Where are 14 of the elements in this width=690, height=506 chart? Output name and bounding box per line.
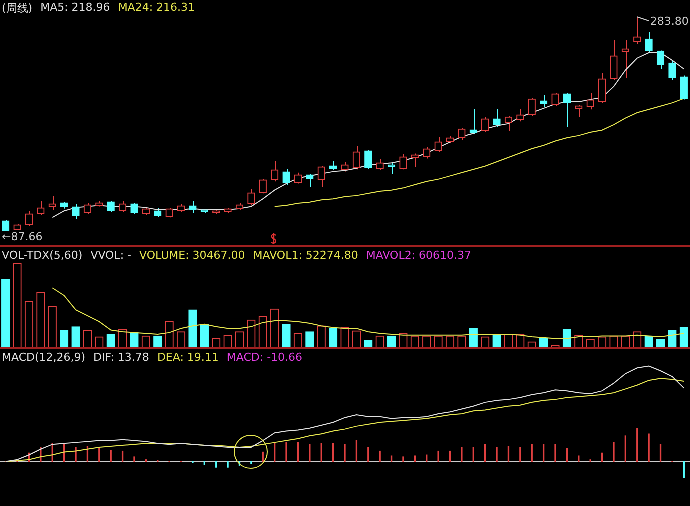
chart-title: MACD(12,26,9) xyxy=(2,351,86,364)
text: MA24: 216.31 xyxy=(118,1,196,16)
text: VVOL: - xyxy=(90,249,132,262)
text: MA5: 218.96 xyxy=(40,1,110,16)
text: MACD: -10.66 xyxy=(226,351,303,364)
annotation: 283.80 xyxy=(650,14,689,28)
chart-title: VOL-TDX(5,60) xyxy=(2,249,83,262)
text: MAVOL1: 52274.80 xyxy=(253,249,358,262)
text: MAVOL2: 60610.37 xyxy=(366,249,472,262)
text: DIF: 13.78 xyxy=(94,351,150,364)
text: DEA: 19.11 xyxy=(157,351,219,364)
annotation: ←87.66 xyxy=(2,230,43,244)
text: VOLUME: 30467.00 xyxy=(140,249,246,262)
chart-title: (周线) xyxy=(2,1,33,16)
